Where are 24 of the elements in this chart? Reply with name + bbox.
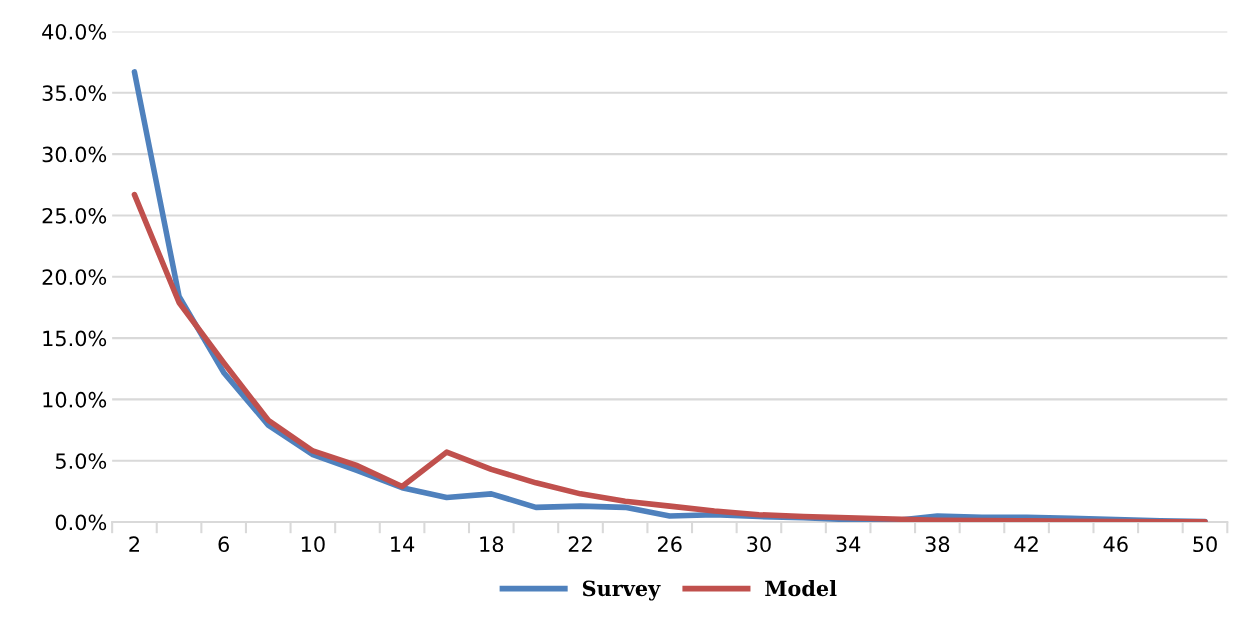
legend-label: Survey <box>582 580 661 601</box>
legend-label: Model <box>765 580 837 597</box>
y-tick-label: 0.0% <box>55 514 107 531</box>
x-tick-label: 38 <box>925 536 950 553</box>
x-tick-label: 30 <box>747 536 771 553</box>
x-tick-label: 42 <box>1014 536 1038 552</box>
x-tick-label: 34 <box>836 536 861 553</box>
x-tick-label: 18 <box>480 536 504 553</box>
y-tick-label: 35.0% <box>42 85 107 101</box>
x-tick-label: 6 <box>218 536 229 553</box>
y-tick-label: 25.0% <box>42 207 107 224</box>
x-tick-label: 14 <box>391 536 415 552</box>
x-tick-label: 46 <box>1103 536 1128 553</box>
y-tick-label: 15.0% <box>43 330 107 347</box>
y-tick-label: 30.0% <box>42 146 107 163</box>
x-tick-label: 2 <box>129 536 139 552</box>
y-tick-label: 10.0% <box>43 391 107 408</box>
y-tick-label: 5.0% <box>55 453 107 469</box>
x-tick-label: 10 <box>301 536 325 553</box>
x-tick-label: 22 <box>568 536 592 552</box>
y-tick-label: 40.0% <box>42 23 107 40</box>
y-tick-label: 20.0% <box>42 269 107 285</box>
x-tick-label: 26 <box>658 536 682 553</box>
x-tick-label: 50 <box>1193 536 1217 553</box>
